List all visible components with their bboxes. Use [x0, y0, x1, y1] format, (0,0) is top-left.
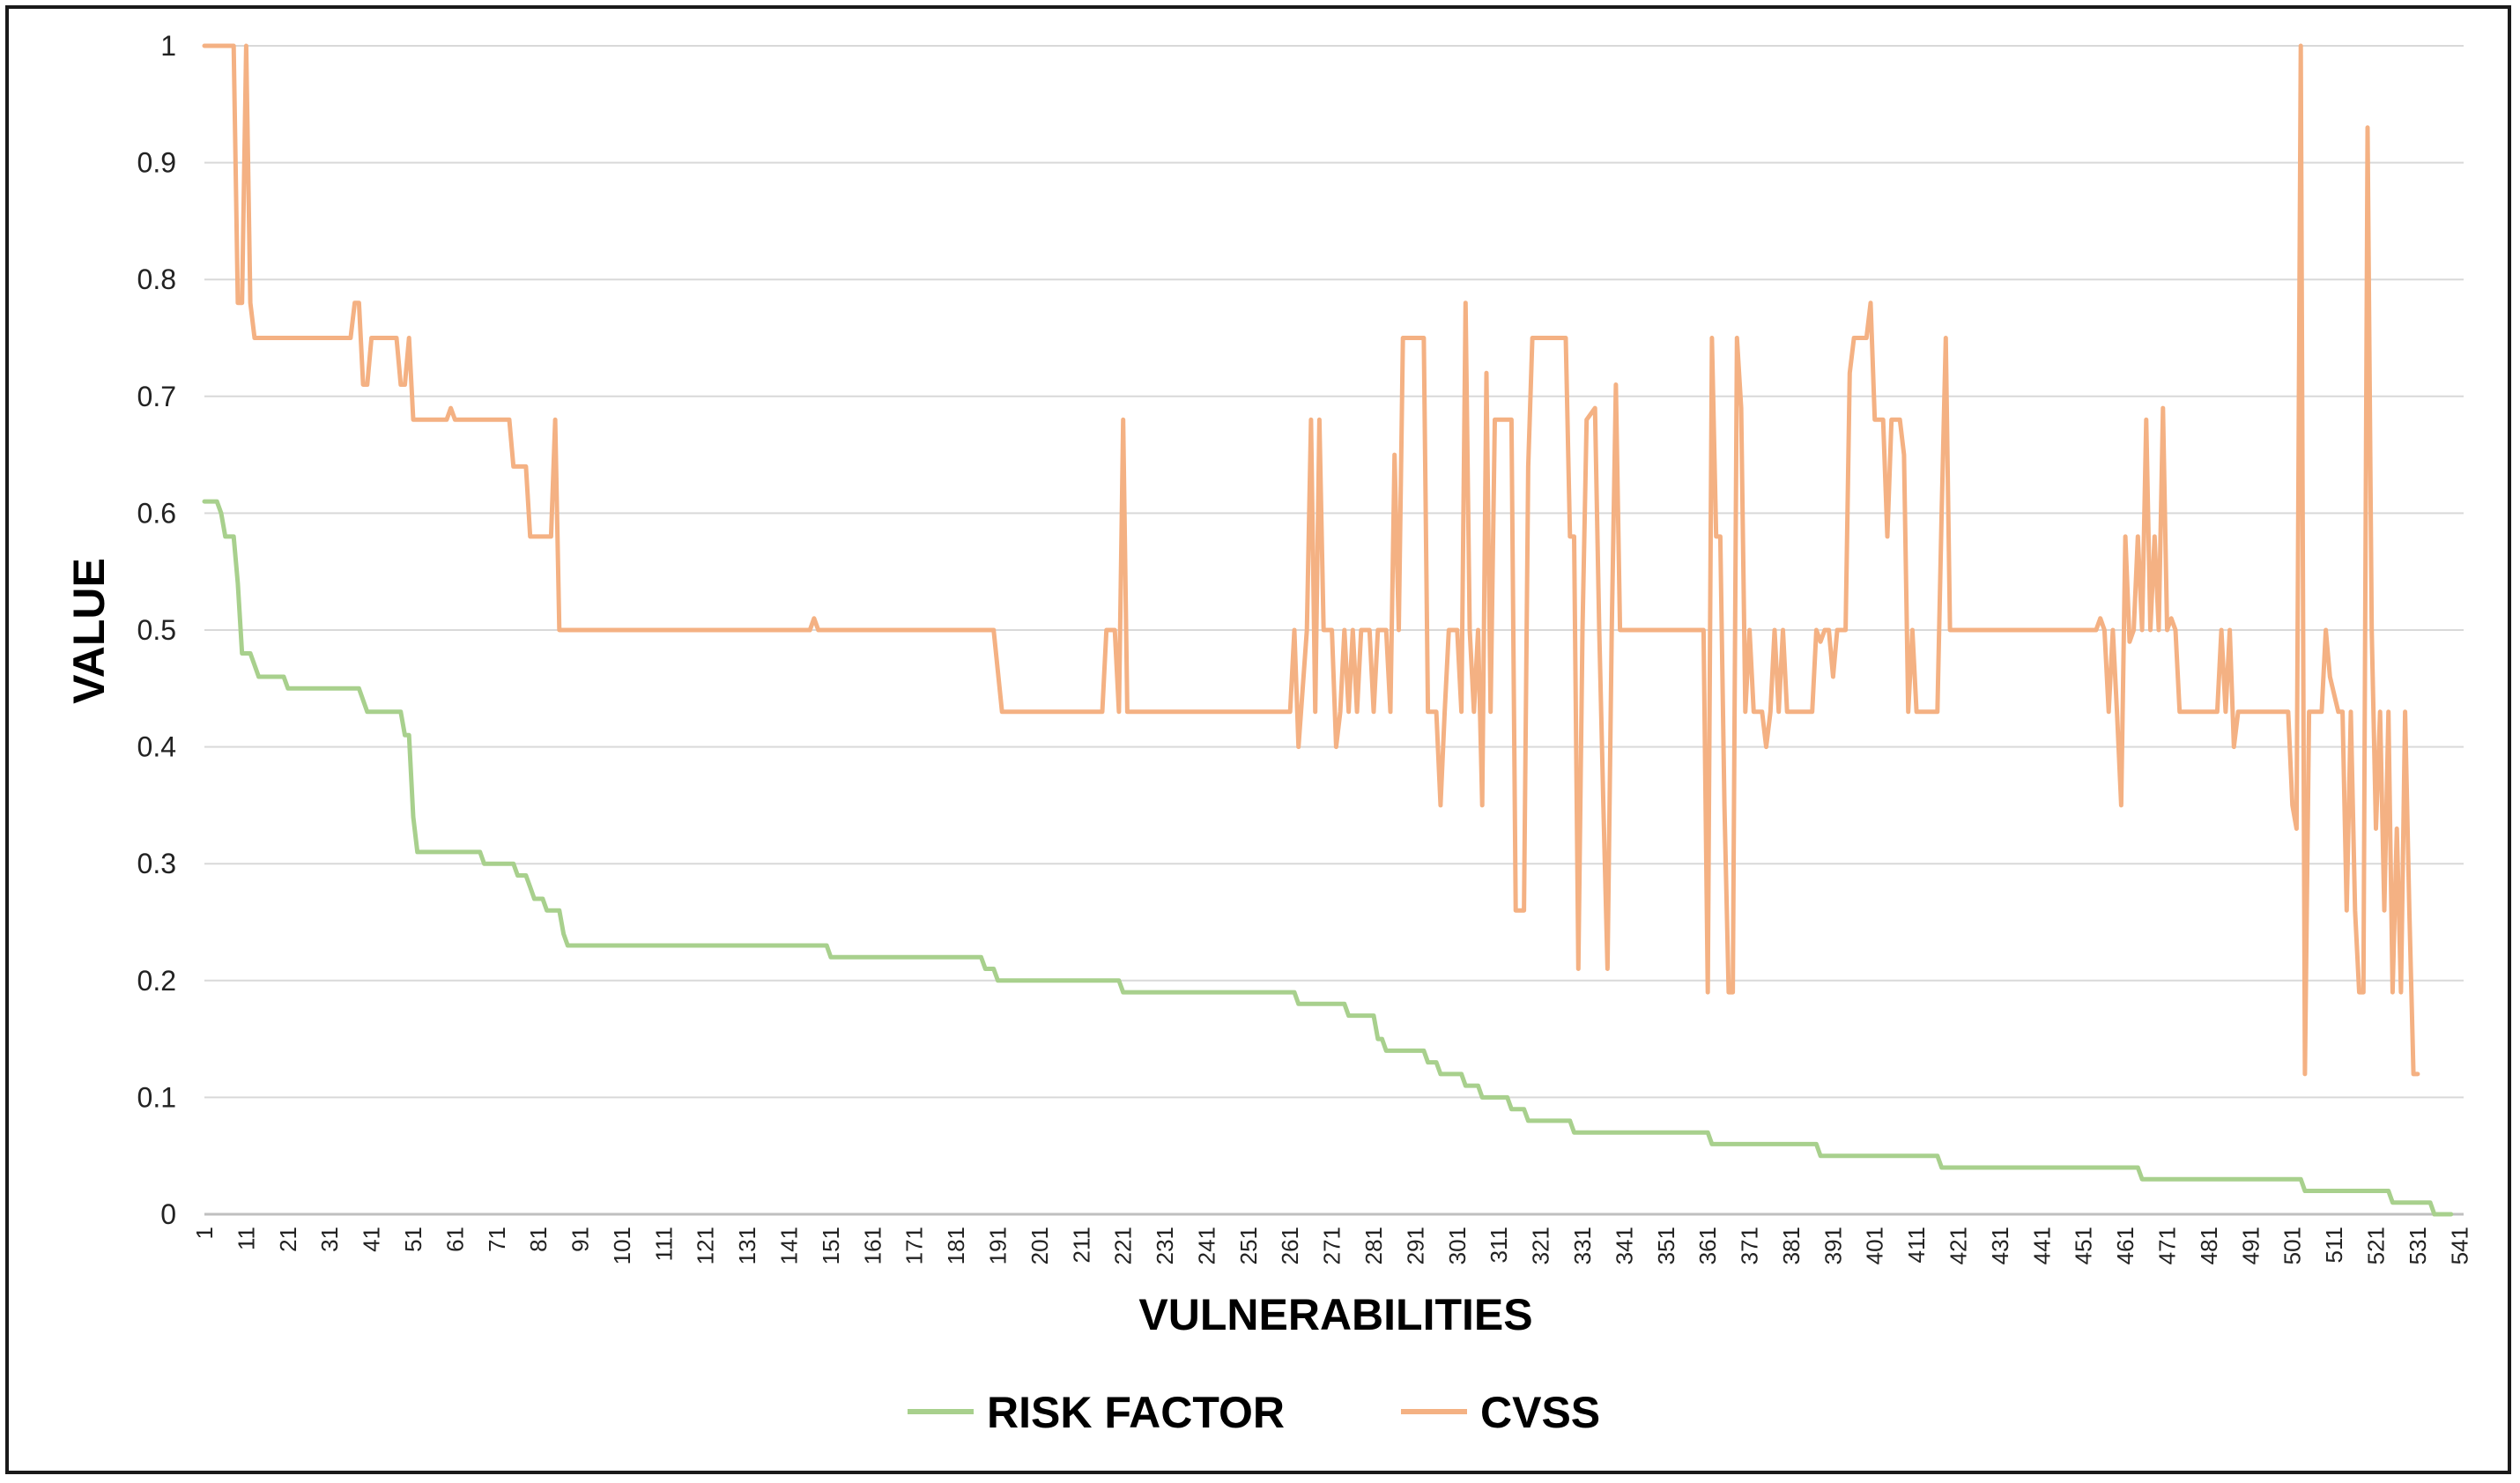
x-tick-label: 531	[2405, 1227, 2431, 1264]
y-tick-label: 0	[160, 1198, 176, 1230]
x-tick-label: 1	[191, 1227, 218, 1239]
x-tick-label: 301	[1444, 1227, 1471, 1264]
x-tick-label: 191	[984, 1227, 1011, 1264]
x-tick-label: 501	[2279, 1227, 2306, 1264]
y-tick-label: 0.9	[137, 147, 176, 179]
x-tick-label: 51	[400, 1227, 426, 1252]
x-tick-label: 11	[233, 1227, 259, 1250]
x-axis-title: VULNERABILITIES	[1138, 1290, 1532, 1339]
x-tick-label: 211	[1068, 1227, 1094, 1263]
series-line-cvss	[202, 43, 2420, 1077]
x-tick-label: 481	[2196, 1227, 2222, 1264]
x-tick-label: 71	[484, 1227, 510, 1252]
x-tick-label: 441	[2028, 1227, 2055, 1264]
series-lines	[202, 43, 2454, 1217]
x-tick-label: 141	[776, 1227, 803, 1264]
x-tick-label: 381	[1778, 1227, 1805, 1264]
x-tick-label: 491	[2237, 1227, 2264, 1264]
x-tick-label: 101	[609, 1227, 635, 1264]
x-tick-label: 201	[1027, 1227, 1053, 1264]
x-tick-label: 411	[1903, 1227, 1930, 1263]
y-tick-label: 0.5	[137, 614, 176, 646]
y-tick-label: 0.4	[137, 731, 176, 763]
y-tick-label: 1	[160, 30, 176, 62]
x-tick-label: 281	[1360, 1227, 1387, 1264]
x-tick-label: 251	[1235, 1227, 1262, 1264]
x-tick-label: 521	[2362, 1227, 2389, 1264]
x-tick-label: 541	[2446, 1227, 2472, 1264]
x-tick-label: 271	[1319, 1227, 1345, 1264]
legend: RISK FACTOR CVSS	[908, 1388, 1600, 1437]
x-tick-label: 171	[901, 1227, 928, 1264]
x-tick-label: 321	[1528, 1227, 1554, 1264]
y-tick-label: 0.7	[137, 381, 176, 412]
x-tick-label: 331	[1569, 1227, 1596, 1264]
x-tick-label: 61	[441, 1227, 468, 1252]
x-tick-label: 161	[859, 1227, 886, 1264]
x-tick-label: 231	[1152, 1227, 1178, 1264]
x-tick-label: 391	[1820, 1227, 1846, 1264]
legend-label-cvss: CVSS	[1480, 1388, 1600, 1437]
series-line-risk-factor	[202, 499, 2454, 1217]
x-tick-label: 471	[2154, 1227, 2181, 1264]
y-tick-label: 0.3	[137, 848, 176, 879]
x-tick-label: 401	[1862, 1227, 1888, 1264]
x-tick-label: 311	[1486, 1227, 1512, 1263]
x-tick-label: 431	[1987, 1227, 2013, 1264]
x-tick-label: 21	[275, 1227, 301, 1252]
x-tick-label: 371	[1737, 1227, 1763, 1264]
x-tick-label: 81	[525, 1227, 552, 1252]
y-axis-title: VALUE	[64, 558, 114, 704]
x-tick-label: 131	[734, 1227, 760, 1264]
y-tick-label: 0.6	[137, 497, 176, 529]
y-tick-label: 0.2	[137, 965, 176, 997]
x-tick-label: 421	[1946, 1227, 1972, 1264]
x-tick-label: 351	[1653, 1227, 1679, 1264]
x-tick-label: 261	[1277, 1227, 1303, 1264]
y-tick-label: 0.8	[137, 263, 176, 295]
legend-label-risk-factor: RISK FACTOR	[987, 1388, 1285, 1437]
x-tick-label: 241	[1193, 1227, 1219, 1264]
chart-frame	[5, 5, 2511, 1474]
x-tick-label: 361	[1694, 1227, 1721, 1264]
x-tick-label: 91	[567, 1227, 594, 1252]
x-tick-label: 31	[316, 1227, 343, 1252]
x-tick-label: 111	[650, 1227, 677, 1262]
x-tick-label: 341	[1611, 1227, 1637, 1264]
x-axis-ticks: 1 11 21 31 41 51 61 71 81 91 101 111 121 131 141 151 161…	[191, 1227, 2472, 1264]
x-tick-label: 451	[2071, 1227, 2097, 1264]
x-tick-label: 461	[2112, 1227, 2138, 1264]
x-tick-label: 291	[1402, 1227, 1428, 1264]
x-tick-label: 511	[2321, 1227, 2347, 1263]
x-tick-label: 221	[1110, 1227, 1137, 1264]
x-tick-label: 41	[359, 1227, 385, 1252]
x-tick-label: 121	[693, 1227, 719, 1264]
y-axis-ticks: 0 0.1 0.2 0.3 0.4 0.5 0.6 0.7 0.8 0.9 1	[137, 30, 176, 1230]
y-tick-label: 0.1	[137, 1081, 176, 1113]
x-tick-label: 181	[943, 1227, 969, 1264]
x-tick-label: 151	[818, 1227, 844, 1264]
